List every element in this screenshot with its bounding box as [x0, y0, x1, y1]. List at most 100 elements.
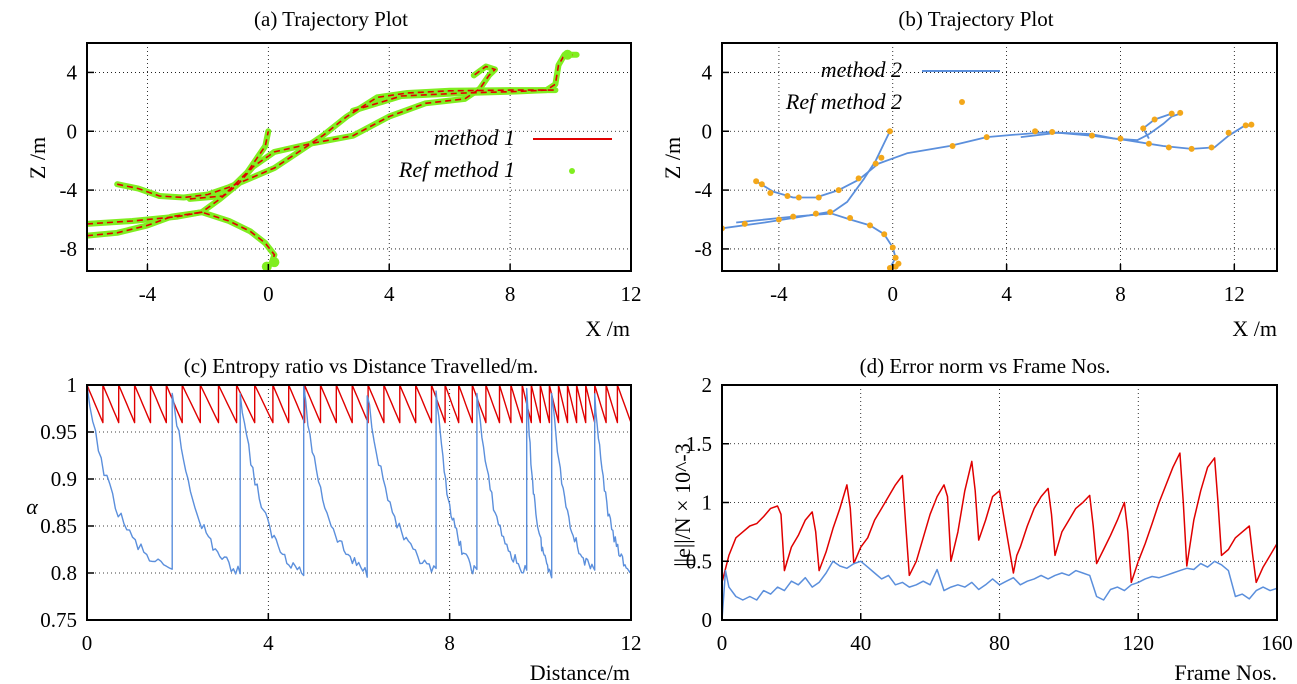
- ref-method-2-point: [815, 194, 822, 201]
- ref-method-2-point: [1248, 121, 1255, 128]
- y-tick-label: -8: [60, 237, 78, 261]
- x-tick-label: 0: [888, 282, 899, 306]
- legend-marker-ref-method-1: [569, 168, 575, 174]
- ref-method-2-point: [878, 154, 885, 161]
- y-tick-label: 0.8: [51, 561, 77, 585]
- method-1-line: [189, 131, 270, 200]
- ref-method-2-point: [1225, 129, 1232, 136]
- blue-series-line: [87, 385, 631, 579]
- y-tick-label: 0.95: [40, 420, 77, 444]
- ref-method-1-point: [261, 261, 272, 271]
- ref-method-2-point: [889, 244, 896, 251]
- panel-c-title: (c) Entropy ratio vs Distance Travelled/…: [184, 354, 539, 378]
- panel-b: (b) Trajectory Plot -4 0 4 8 12 4 0 -4 -8 X /m Z…: [660, 7, 1278, 341]
- ref-method-2-point: [741, 220, 748, 227]
- y-tick-label: 0.5: [686, 549, 712, 573]
- ref-method-2-point: [1168, 110, 1175, 117]
- ref-method-2-point: [881, 231, 888, 238]
- ref-method-2-point: [1208, 144, 1215, 151]
- x-tick-label: -4: [139, 282, 157, 306]
- ref-method-2-point: [949, 142, 956, 149]
- panel-a: (a) Trajectory Plot -4 0 4 8 12 4 0 -4 -8 X /m Z…: [25, 7, 642, 341]
- ref-method-1-point: [562, 49, 573, 60]
- ref-method-2-point: [895, 260, 902, 267]
- panel-a-xlabel: X /m: [585, 316, 630, 341]
- panel-d-xlabel: Frame Nos.: [1174, 660, 1277, 684]
- blue-series-line: [722, 560, 1277, 620]
- ref-method-2-point: [1049, 128, 1056, 135]
- ref-method-2-point: [767, 190, 774, 197]
- x-tick-label: 4: [263, 631, 274, 655]
- ref-method-2-point: [758, 181, 765, 188]
- panel-c: (c) Entropy ratio vs Distance Travelled/…: [26, 354, 641, 684]
- x-tick-label: 12: [621, 282, 642, 306]
- ref-method-2-point: [872, 160, 879, 167]
- y-tick-label: 0.9: [51, 467, 77, 491]
- method-1-line: [87, 211, 276, 264]
- ref-method-1-trace: [350, 51, 580, 114]
- ref-method-2-point: [1177, 109, 1184, 116]
- panel-a-title: (a) Trajectory Plot: [254, 7, 408, 31]
- panel-a-ticks: -4 0 4 8 12 4 0 -4 -8: [60, 60, 642, 306]
- x-tick-label: 0: [263, 282, 274, 306]
- y-tick-label: 1: [67, 373, 78, 397]
- x-tick-label: -4: [770, 282, 788, 306]
- panel-b-title: (b) Trajectory Plot: [898, 7, 1053, 31]
- ref-method-2-point: [1089, 132, 1095, 139]
- panel-c-ticks: 0 4 8 12 1 0.95 0.9 0.85 0.8 0.75: [40, 373, 641, 655]
- series-clip-group: [87, 49, 580, 271]
- x-tick-label: 4: [384, 282, 395, 306]
- series-clip-group: [87, 385, 631, 579]
- panel-a-legend: method 1 Ref method 1: [398, 125, 612, 182]
- y-tick-label: 2: [702, 373, 713, 397]
- ref-method-2-point: [1165, 144, 1172, 151]
- ref-method-2-point: [1151, 116, 1158, 123]
- method-2-line: [1142, 112, 1172, 140]
- legend-label-method-1: method 1: [434, 125, 515, 150]
- ref-method-2-point: [983, 134, 990, 141]
- method-2-line: [755, 124, 1252, 199]
- y-tick-label: 0: [67, 119, 78, 143]
- ref-method-2-point: [795, 194, 802, 201]
- ref-method-2-point: [1188, 145, 1195, 152]
- ref-method-2-point: [847, 215, 854, 222]
- ref-method-2-point: [1140, 125, 1147, 132]
- red-series-line: [87, 385, 631, 424]
- method-2-line: [1020, 112, 1181, 141]
- panel-a-grid: [87, 43, 632, 271]
- x-tick-label: 12: [1224, 282, 1245, 306]
- ref-method-2-point: [1242, 122, 1249, 129]
- ref-method-2-point: [835, 187, 842, 194]
- panel-d-ylabel: ||e||/N × 10^-3: [670, 443, 695, 566]
- y-tick-label: 0.85: [40, 514, 77, 538]
- panel-c-series: [87, 385, 631, 579]
- panel-a-plot-frame: [86, 42, 632, 272]
- x-tick-label: 12: [621, 631, 642, 655]
- ref-method-2-point: [855, 175, 862, 182]
- x-tick-label: 120: [1123, 631, 1155, 655]
- panel-c-ylabel: α: [26, 494, 38, 519]
- method-1-line: [352, 54, 577, 112]
- legend-marker-ref-method-2: [959, 99, 965, 105]
- x-tick-label: 0: [82, 631, 93, 655]
- method-1-line: [117, 89, 556, 199]
- y-tick-label: -4: [60, 178, 78, 202]
- series-clip-group: [722, 452, 1277, 620]
- method-2-line: [736, 130, 891, 224]
- x-tick-label: 8: [1115, 282, 1126, 306]
- x-tick-label: 8: [444, 631, 455, 655]
- x-tick-label: 80: [989, 631, 1010, 655]
- y-tick-label: -8: [695, 237, 713, 261]
- ref-method-2-point: [812, 210, 819, 217]
- legend-label-method-2: method 2: [821, 57, 902, 82]
- method-1-line: [87, 65, 497, 225]
- ref-method-2-point: [784, 192, 791, 199]
- panel-d-title: (d) Error norm vs Frame Nos.: [860, 354, 1111, 378]
- y-tick-label: 0: [702, 608, 713, 632]
- ref-method-2-point: [790, 213, 797, 220]
- ref-method-2-point: [1145, 140, 1152, 147]
- panel-c-plot-frame: [86, 384, 632, 621]
- x-tick-label: 40: [850, 631, 871, 655]
- panel-b-legend: method 2 Ref method 2: [785, 57, 1000, 114]
- panel-c-xlabel: Distance/m: [530, 660, 630, 684]
